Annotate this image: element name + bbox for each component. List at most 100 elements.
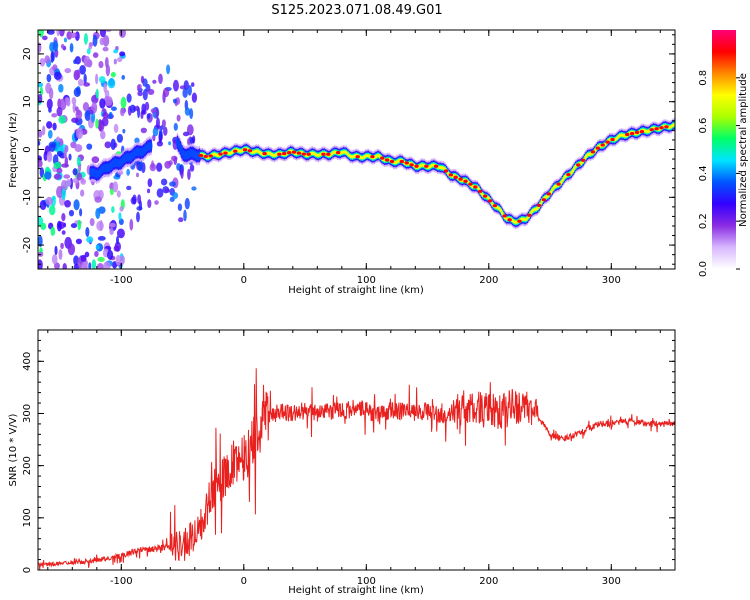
spectrogram-noise-blob [135,172,139,178]
spectrogram-ridge-cell [561,178,564,183]
spectrogram-noise-blob [184,107,191,116]
spectrogram-ridge-peak [634,130,640,135]
spectrogram-ridge-peak [639,129,645,134]
spectrogram-noise-blob [182,131,190,137]
spectrogram-noise-blob [164,188,171,193]
spectrogram-noise-blob [192,135,196,144]
spectrogram-noise-blob [63,174,71,179]
spectrogram-x-ticks: -100 0 100 200 300 [47,30,661,286]
spectrogram-noise-blob [172,192,179,199]
spectrogram-noise-blob [119,51,126,57]
spectrogram-noise-blob [109,188,114,196]
spectrogram-ridge-peak [507,218,512,222]
spectrogram-noise-blob [103,261,111,269]
spectrogram-noise-blob [100,130,106,140]
spectrogram-noise-blob [175,97,181,105]
spectrogram-ridge-peak [306,152,311,156]
spectrogram-noise-blob [61,213,66,222]
snr-x-ticks: -100 0 100 200 300 [47,330,661,587]
spectrogram-ridge-peak [546,192,552,196]
spectrogram-noise-blob [46,121,53,129]
spectrogram-ridge-peak [458,177,463,181]
y-tick-label: -10 [22,189,33,205]
spectrogram-ridge-peak [218,152,223,156]
spectrogram-noise-blob [152,126,159,137]
figure-title: S125.2023.071.08.49.G01 [271,3,442,18]
spectrogram-noise-blob [79,208,83,217]
spectrogram-noise-blob [48,204,56,216]
spectrogram-ridge-peak [482,194,488,198]
spectrogram-noise-blob [38,93,43,104]
spectrogram-ridge-peak [424,164,429,168]
spectrogram-noise-blob [60,44,65,49]
spectrogram-noise-blob [108,222,116,228]
spectrogram-noise-blob [64,144,69,153]
spectrogram-noise-blob [116,235,120,245]
spectrogram-ridge-peak [463,179,468,183]
spectrogram-noise-blob [191,186,197,191]
spectrogram-noise-blob [102,35,110,47]
spectrogram-noise-blob [140,127,147,134]
spectrogram-noise-blob [137,159,143,172]
spectrogram-ridge-peak [262,151,267,156]
colorbar: 0.0 0.2 0.4 0.6 0.8 Normalized spectral ampl… [698,30,749,277]
y-tick-label: -20 [22,237,33,253]
spectrogram-noise-blob [39,86,44,97]
spectrogram-noise-blob [132,194,137,205]
spectrogram-noise-blob [150,108,156,114]
spectrogram-ridge-peak [296,151,302,155]
spectrogram-noise-blob [44,55,50,64]
spectrogram-noise-blob [126,185,132,191]
spectrogram-ridge-peak [478,189,483,193]
spectrogram-noise-blob [38,235,43,248]
spectrogram-noise-blob [155,107,159,119]
spectrogram-noise-blob [56,150,63,157]
spectrogram-noise-blob [46,151,53,163]
spectrogram-noise-blob [61,230,66,235]
spectrogram-ridge-cell [177,142,181,148]
spectrogram-noise-blob [42,125,46,136]
spectrogram-noise-blob [183,209,187,222]
spectrogram-ridge-peak [370,155,375,159]
spectrogram-ridge-peak [610,137,615,142]
spectrogram-ridge-peak [605,140,610,144]
spectrogram-noise-blob [50,226,56,237]
spectrogram-noise-blob [72,102,77,114]
spectrogram-noise-blob [121,75,125,80]
spectrogram-noise-blob [147,199,152,209]
spectrogram-noise-blob [38,130,43,138]
snr-plot-area [38,330,675,570]
spectrogram-y-ticks: -20 -10 0 10 20 [22,34,675,265]
spectrogram-noise-blob [134,137,140,144]
spectrogram-ridge-peak [277,152,282,156]
x-tick-label: 100 [357,576,376,587]
spectrogram-noise-blob [53,173,62,180]
spectrogram-noise-blob [61,163,70,168]
spectrogram-ridge-peak [380,156,385,160]
spectrogram-noise-blob [184,197,190,210]
y-tick-label: 200 [22,456,33,475]
spectrogram-noise-blob [95,208,101,220]
spectrogram-noise-blob [56,30,60,37]
colorbar-tick-label: 0.6 [698,118,709,134]
colorbar-ticks: 0.0 0.2 0.4 0.6 0.8 [698,70,740,277]
snr-x-label: Height of straight line (km) [288,585,424,596]
spectrogram-noise-blob [69,43,74,53]
spectrogram-noise-blob [46,73,52,83]
spectrogram-noise-blob [140,75,145,84]
snr-y-ticks: 0 100 200 300 400 [22,329,675,573]
snr-y-label: SNR (10 * V/V) [8,413,19,486]
spectrogram-ridge-peak [404,161,409,165]
spectrogram-ridge-peak [233,149,238,153]
spectrogram-ridge-peak [321,152,326,156]
spectrogram-noise-blob [113,58,117,65]
spectrogram-noise-blob [98,60,104,69]
spectrogram-noise-blob [109,227,114,236]
spectrogram-noise-blob [38,42,42,53]
spectrogram-noise-blob [61,188,66,201]
spectrogram-noise-blob [116,190,121,198]
spectrogram-ridge-peak [247,149,253,153]
spectrogram-noise-blob [64,67,72,74]
spectrogram-noise-blob [39,167,45,178]
y-tick-label: 400 [22,352,33,371]
